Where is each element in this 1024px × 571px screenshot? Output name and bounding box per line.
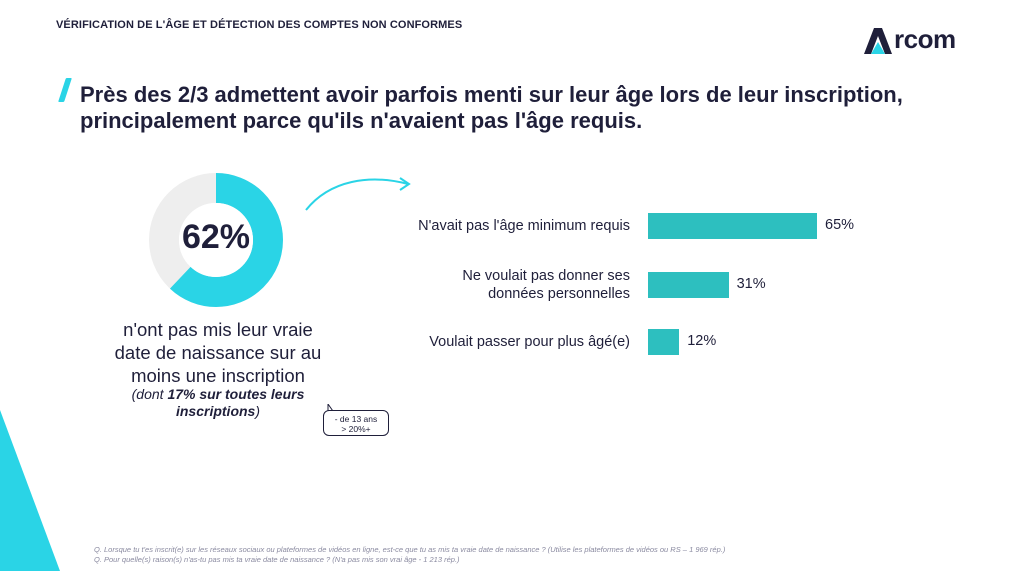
curved-arrow-icon (305, 177, 411, 211)
arcom-logo (864, 28, 892, 54)
donut-caption-line-2: date de naissance sur au (114, 342, 322, 363)
donut-hole (179, 203, 253, 277)
bubble-line-1: - de 13 ans (334, 414, 378, 424)
donut-note-bold: 17% sur toutes leurs inscriptions (167, 386, 305, 419)
section-title: VÉRIFICATION DE L'ÂGE ET DÉTECTION DES C… (56, 19, 463, 31)
bar-chart: N'avait pas l'âge minimum requis 65% Ne vo… (380, 200, 900, 370)
bar-2 (648, 272, 729, 298)
headline-line-2: principalement parce qu'ils n'avaient pa… (80, 108, 643, 133)
bar-value-1: 65% (825, 217, 855, 233)
decorative-corner-shape (0, 410, 60, 571)
bar-label-2: Ne voulait pas donner ses données personn… (380, 267, 630, 303)
bar-label-1-line-1: N'avait pas l'âge minimum requis (418, 218, 630, 234)
headline-line-1: Près des 2/3 admettent avoir parfois men… (80, 82, 903, 107)
donut-caption: n'ont pas mis leur vraie date de naissan… (88, 318, 348, 387)
footer-question-2: Q. Pour quelle(s) raison(s) n'as-tu pas … (94, 555, 460, 564)
bar-1 (648, 213, 817, 239)
donut-value: 62% (181, 218, 251, 256)
bar-label-3-line-1: Voulait passer pour plus âgé(e) (429, 334, 630, 350)
bar-label-3: Voulait passer pour plus âgé(e) (380, 333, 630, 351)
bar-label-1: N'avait pas l'âge minimum requis (380, 217, 630, 235)
bar-3 (648, 329, 680, 355)
donut-caption-line-1: n'ont pas mis leur vraie (123, 319, 313, 340)
donut-note: (dont 17% sur toutes leurs inscriptions) (88, 386, 348, 420)
footer-question-1: Q. Lorsque tu t'es inscrit(e) sur les ré… (94, 545, 726, 554)
donut-note-suffix: ) (255, 403, 261, 419)
footer-notes: Q. Lorsque tu t'es inscrit(e) sur les ré… (94, 545, 994, 565)
speech-bubble: - de 13 ans > 20%+ (323, 410, 389, 436)
bubble-line-2: > 20%+ (341, 424, 371, 434)
accent-slash (58, 78, 72, 102)
donut-chart (149, 173, 283, 307)
bar-value-3: 12% (687, 333, 717, 349)
bar-label-2-line-2: données personnelles (488, 286, 630, 302)
logo-text: rcom (894, 24, 956, 54)
donut-note-prefix: (dont (131, 386, 168, 402)
headline: Près des 2/3 admettent avoir parfois men… (80, 82, 980, 134)
donut-slice-62 (149, 173, 283, 307)
bar-value-2: 31% (736, 276, 766, 292)
donut-caption-line-3: moins une inscription (131, 365, 305, 386)
bar-label-2-line-1: Ne voulait pas donner ses (462, 268, 630, 284)
